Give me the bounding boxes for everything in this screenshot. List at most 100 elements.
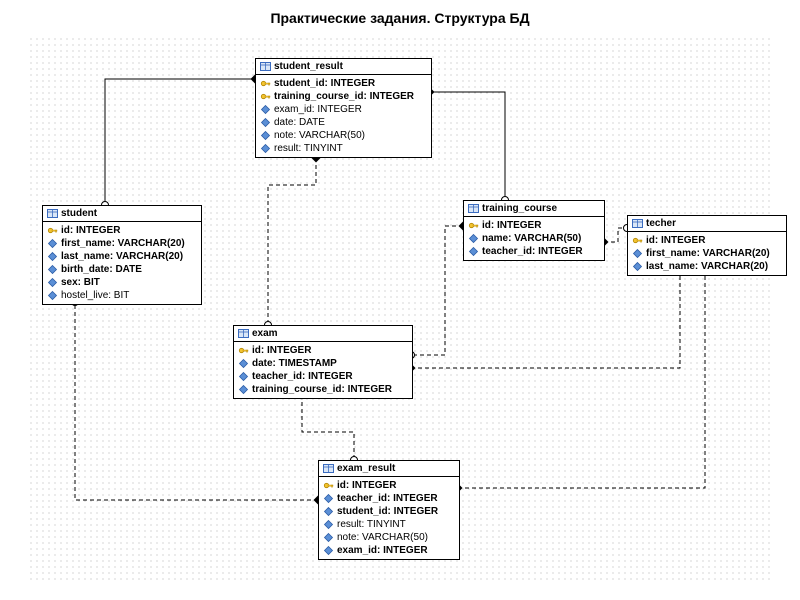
entity-header: student: [43, 206, 201, 222]
field-label: id: INTEGER: [252, 345, 311, 356]
diamond-icon: [323, 532, 334, 543]
field-label: result: TINYINT: [274, 143, 343, 154]
entity-name: exam: [252, 328, 278, 339]
field-row: training_course_id: INTEGER: [256, 90, 431, 103]
table-icon: [238, 328, 249, 339]
key-icon: [260, 78, 271, 89]
diamond-icon: [260, 117, 271, 128]
diamond-icon: [260, 143, 271, 154]
entity-header: training_course: [464, 201, 604, 217]
field-label: name: VARCHAR(50): [482, 233, 581, 244]
field-label: exam_id: INTEGER: [337, 545, 428, 556]
field-row: sex: BIT: [43, 276, 201, 289]
entity-header: student_result: [256, 59, 431, 75]
field-row: id: INTEGER: [464, 219, 604, 232]
field-label: id: INTEGER: [61, 225, 120, 236]
diagram-title: Практические задания. Структура БД: [0, 10, 800, 26]
entity-body: student_id: INTEGER training_course_id: …: [256, 75, 431, 157]
entity-name: exam_result: [337, 463, 395, 474]
diamond-icon: [323, 519, 334, 530]
table-icon: [47, 208, 58, 219]
field-label: student_id: INTEGER: [337, 506, 438, 517]
table-icon: [260, 61, 271, 72]
entity-name: student: [61, 208, 97, 219]
field-label: id: INTEGER: [337, 480, 396, 491]
entity-techer: techer id: INTEGER first_name: VARCHAR(2…: [627, 215, 787, 276]
field-row: birth_date: DATE: [43, 263, 201, 276]
key-icon: [260, 91, 271, 102]
diamond-icon: [47, 264, 58, 275]
field-row: last_name: VARCHAR(20): [628, 260, 786, 273]
field-label: date: TIMESTAMP: [252, 358, 337, 369]
diamond-icon: [47, 277, 58, 288]
diamond-icon: [468, 246, 479, 257]
diamond-icon: [323, 493, 334, 504]
diamond-icon: [260, 130, 271, 141]
field-row: hostel_live: BIT: [43, 289, 201, 302]
field-row: student_id: INTEGER: [319, 505, 459, 518]
entity-body: id: INTEGER first_name: VARCHAR(20) last…: [628, 232, 786, 275]
entity-exam_result: exam_result id: INTEGER teacher_id: INTE…: [318, 460, 460, 560]
field-label: date: DATE: [274, 117, 325, 128]
field-row: note: VARCHAR(50): [256, 129, 431, 142]
entity-header: exam: [234, 326, 412, 342]
field-row: id: INTEGER: [319, 479, 459, 492]
entity-header: exam_result: [319, 461, 459, 477]
field-row: student_id: INTEGER: [256, 77, 431, 90]
field-row: first_name: VARCHAR(20): [628, 247, 786, 260]
field-row: date: TIMESTAMP: [234, 357, 412, 370]
er-diagram-canvas: Практические задания. Структура БД stude…: [0, 0, 800, 600]
diamond-icon: [632, 261, 643, 272]
field-row: id: INTEGER: [234, 344, 412, 357]
field-label: note: VARCHAR(50): [274, 130, 365, 141]
key-icon: [468, 220, 479, 231]
field-row: result: TINYINT: [319, 518, 459, 531]
field-row: id: INTEGER: [43, 224, 201, 237]
diamond-icon: [323, 506, 334, 517]
diamond-icon: [260, 104, 271, 115]
field-row: last_name: VARCHAR(20): [43, 250, 201, 263]
table-icon: [468, 203, 479, 214]
diamond-icon: [468, 233, 479, 244]
field-row: note: VARCHAR(50): [319, 531, 459, 544]
diamond-icon: [632, 248, 643, 259]
field-label: last_name: VARCHAR(20): [646, 261, 768, 272]
diamond-icon: [238, 384, 249, 395]
field-label: teacher_id: INTEGER: [252, 371, 353, 382]
field-row: teacher_id: INTEGER: [464, 245, 604, 258]
table-icon: [632, 218, 643, 229]
table-icon: [323, 463, 334, 474]
field-label: first_name: VARCHAR(20): [646, 248, 770, 259]
entity-name: training_course: [482, 203, 557, 214]
field-row: name: VARCHAR(50): [464, 232, 604, 245]
key-icon: [238, 345, 249, 356]
field-row: first_name: VARCHAR(20): [43, 237, 201, 250]
entity-student_result: student_result student_id: INTEGER train…: [255, 58, 432, 158]
field-label: sex: BIT: [61, 277, 100, 288]
key-icon: [632, 235, 643, 246]
field-label: first_name: VARCHAR(20): [61, 238, 185, 249]
field-label: result: TINYINT: [337, 519, 406, 530]
field-row: teacher_id: INTEGER: [319, 492, 459, 505]
field-label: id: INTEGER: [646, 235, 705, 246]
field-row: exam_id: INTEGER: [256, 103, 431, 116]
field-row: training_course_id: INTEGER: [234, 383, 412, 396]
entity-training_course: training_course id: INTEGER name: VARCHA…: [463, 200, 605, 261]
field-label: birth_date: DATE: [61, 264, 142, 275]
field-row: exam_id: INTEGER: [319, 544, 459, 557]
field-label: training_course_id: INTEGER: [252, 384, 392, 395]
field-row: teacher_id: INTEGER: [234, 370, 412, 383]
key-icon: [323, 480, 334, 491]
entity-body: id: INTEGER name: VARCHAR(50) teacher_id…: [464, 217, 604, 260]
diamond-icon: [47, 238, 58, 249]
diamond-icon: [238, 371, 249, 382]
entity-exam: exam id: INTEGER date: TIMESTAMP teacher…: [233, 325, 413, 399]
diamond-icon: [323, 545, 334, 556]
entity-header: techer: [628, 216, 786, 232]
field-label: note: VARCHAR(50): [337, 532, 428, 543]
field-row: id: INTEGER: [628, 234, 786, 247]
diamond-icon: [238, 358, 249, 369]
field-label: student_id: INTEGER: [274, 78, 375, 89]
field-label: id: INTEGER: [482, 220, 541, 231]
diamond-icon: [47, 251, 58, 262]
